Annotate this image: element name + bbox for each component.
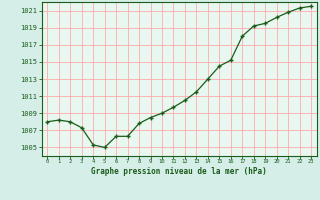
X-axis label: Graphe pression niveau de la mer (hPa): Graphe pression niveau de la mer (hPa) bbox=[91, 167, 267, 176]
